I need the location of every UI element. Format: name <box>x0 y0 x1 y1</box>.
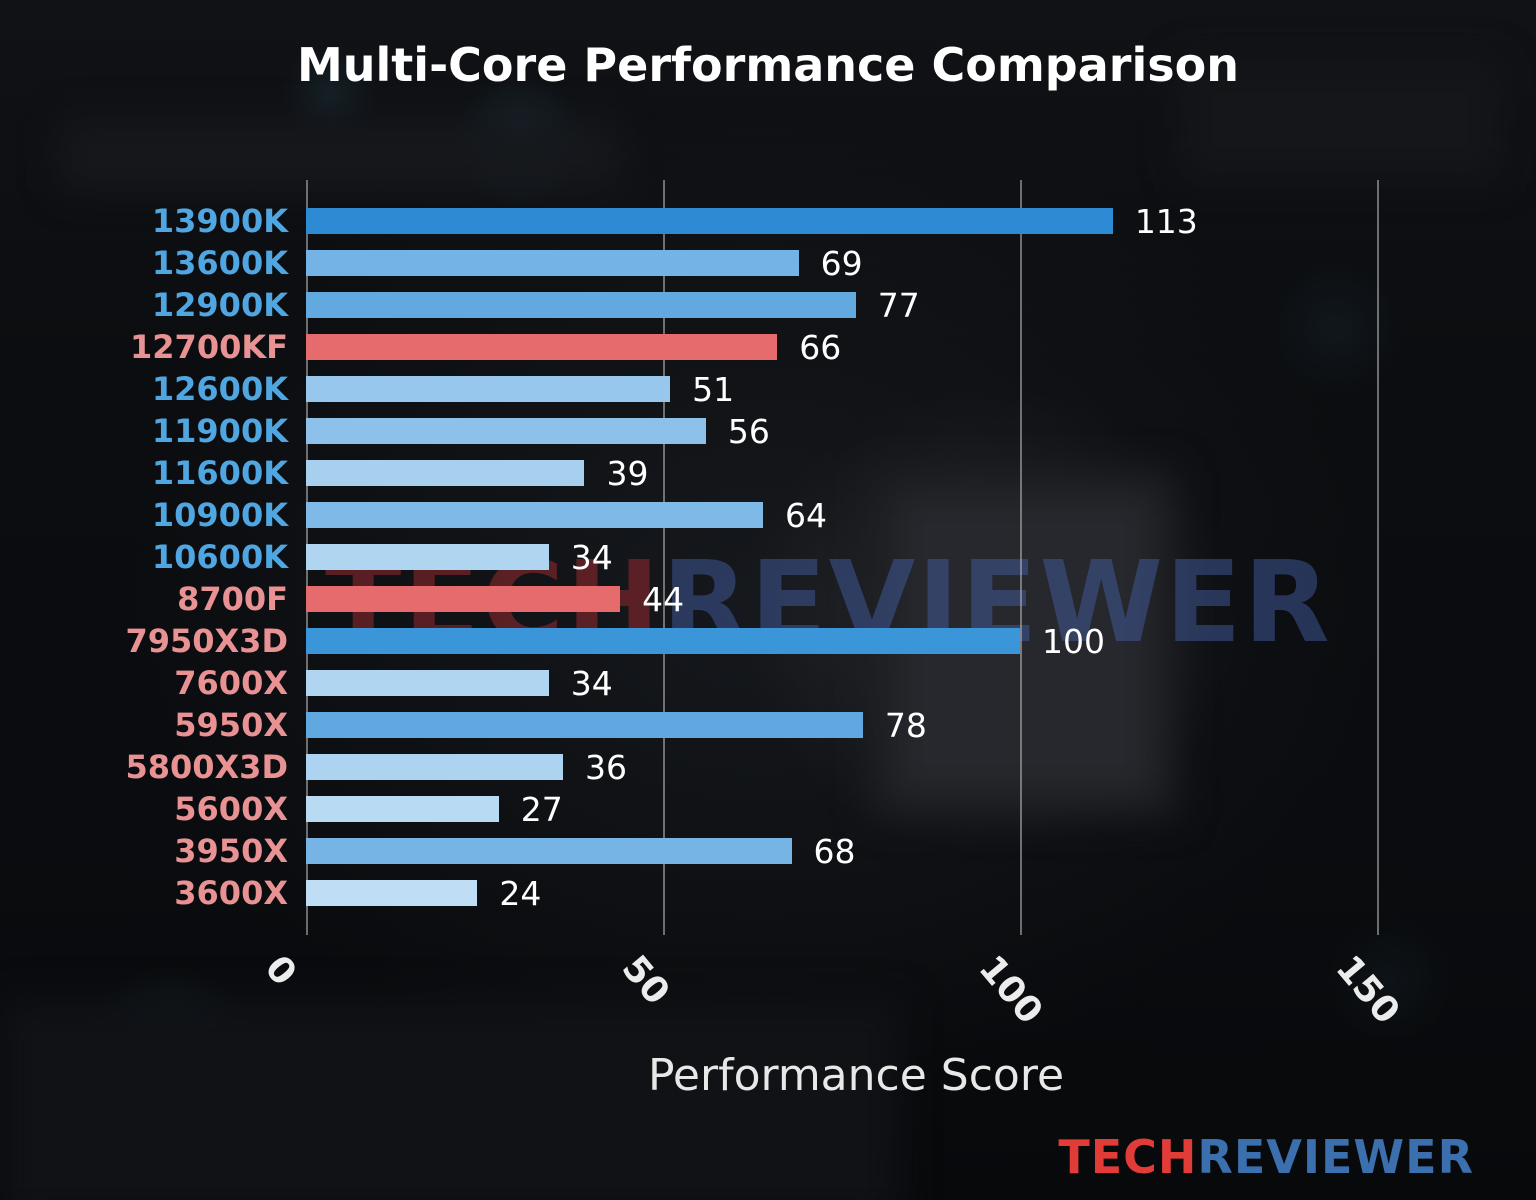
category-label: 11600K <box>151 454 288 492</box>
value-label: 64 <box>784 495 827 535</box>
category-label: 13600K <box>151 244 288 282</box>
value-label: 77 <box>877 285 920 325</box>
bar <box>306 712 863 738</box>
background-pcb <box>0 1000 900 1200</box>
category-label: 8700F <box>177 580 288 618</box>
brand-logo: TECHREVIEWER <box>1058 1130 1474 1184</box>
value-label: 34 <box>570 537 613 577</box>
background-motherboard-slot <box>1180 60 1500 180</box>
bar <box>306 586 621 612</box>
category-label: 7600X <box>174 664 288 702</box>
category-label: 12700KF <box>130 328 288 366</box>
bar <box>306 460 585 486</box>
bar <box>306 250 799 276</box>
category-label: 3950X <box>174 832 288 870</box>
bar-row: 3600X 24 <box>0 872 1536 914</box>
value-label: 68 <box>813 831 856 871</box>
category-label: 7950X3D <box>125 622 288 660</box>
bar-row: 10600K 34 <box>0 536 1536 578</box>
bar-row: 13600K 69 <box>0 242 1536 284</box>
category-label: 10600K <box>151 538 288 576</box>
x-tick-label: 0 <box>256 948 305 994</box>
x-axis-label: Performance Score <box>647 1050 1065 1101</box>
bar <box>306 292 856 318</box>
category-label: 10900K <box>151 496 288 534</box>
value-label: 51 <box>692 369 735 409</box>
bar <box>306 796 499 822</box>
category-label: 5600X <box>174 790 288 828</box>
value-label: 78 <box>884 705 927 745</box>
bar-row: 10900K 64 <box>0 494 1536 536</box>
bar-rows: 13900K 113 13600K 69 12900K 77 12700KF 6… <box>0 200 1536 914</box>
value-label: 39 <box>606 453 649 493</box>
chart-title: Multi-Core Performance Comparison <box>297 38 1239 92</box>
bar-row: 8700F 44 <box>0 578 1536 620</box>
value-label: 56 <box>727 411 770 451</box>
value-label: 100 <box>1042 621 1105 661</box>
bar-row: 7950X3D 100 <box>0 620 1536 662</box>
category-label: 13900K <box>151 202 288 240</box>
gridline <box>1020 180 1022 935</box>
category-label: 12600K <box>151 370 288 408</box>
bar-row: 5600X 27 <box>0 788 1536 830</box>
bar-row: 11900K 56 <box>0 410 1536 452</box>
bar <box>306 880 478 906</box>
value-label: 66 <box>799 327 842 367</box>
bar-row: 12700KF 66 <box>0 326 1536 368</box>
background-motherboard-slot <box>60 120 620 190</box>
value-label: 34 <box>570 663 613 703</box>
category-label: 5800X3D <box>125 748 288 786</box>
bar-row: 12600K 51 <box>0 368 1536 410</box>
value-label: 44 <box>642 579 685 619</box>
x-tick-label: 100 <box>970 948 1051 1032</box>
value-label: 36 <box>585 747 628 787</box>
bar <box>306 754 564 780</box>
bar-row: 12900K 77 <box>0 284 1536 326</box>
value-label: 113 <box>1134 201 1198 241</box>
bar-row: 11600K 39 <box>0 452 1536 494</box>
brand-logo-reviewer: REVIEWER <box>1197 1130 1474 1184</box>
value-label: 69 <box>820 243 863 283</box>
bar-row: 3950X 68 <box>0 830 1536 872</box>
bar-row: 7600X 34 <box>0 662 1536 704</box>
brand-logo-tech: TECH <box>1058 1130 1198 1184</box>
x-tick-label: 50 <box>613 948 678 1013</box>
bar <box>306 502 763 528</box>
value-label: 27 <box>520 789 563 829</box>
gridline <box>663 180 665 935</box>
bar-row: 5950X 78 <box>0 704 1536 746</box>
gridline <box>1377 180 1379 935</box>
bar <box>306 628 1020 654</box>
category-label: 12900K <box>151 286 288 324</box>
bar <box>306 670 549 696</box>
bar-row: 13900K 113 <box>0 200 1536 242</box>
category-label: 3600X <box>174 874 288 912</box>
bar <box>306 208 1113 234</box>
bar <box>306 334 778 360</box>
bar-row: 5800X3D 36 <box>0 746 1536 788</box>
bar <box>306 376 671 402</box>
category-label: 11900K <box>151 412 288 450</box>
bar <box>306 838 792 864</box>
value-label: 24 <box>499 873 542 913</box>
category-label: 5950X <box>174 706 288 744</box>
x-tick-label: 150 <box>1327 948 1408 1032</box>
bar <box>306 418 706 444</box>
bar <box>306 544 549 570</box>
